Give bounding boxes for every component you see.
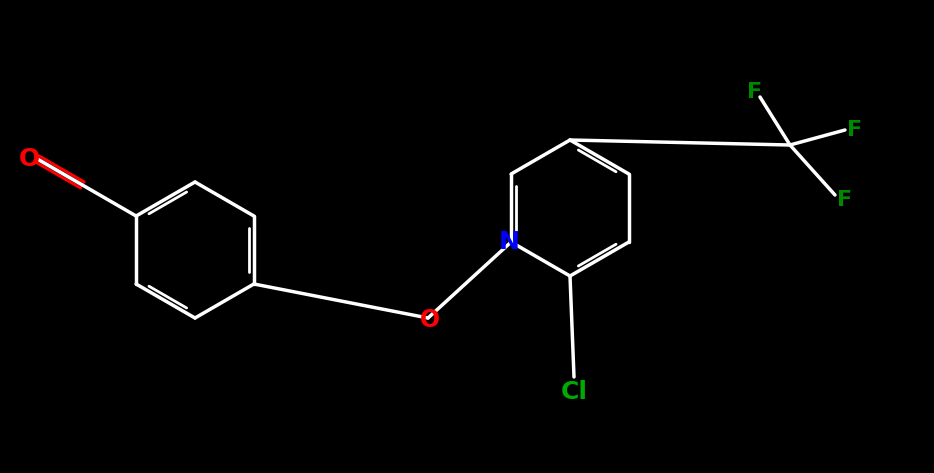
Text: F: F xyxy=(847,120,863,140)
Text: F: F xyxy=(838,190,853,210)
Text: N: N xyxy=(499,230,519,254)
Text: O: O xyxy=(19,147,40,171)
Text: F: F xyxy=(747,82,762,102)
Text: Cl: Cl xyxy=(560,380,587,404)
Text: O: O xyxy=(420,308,440,332)
